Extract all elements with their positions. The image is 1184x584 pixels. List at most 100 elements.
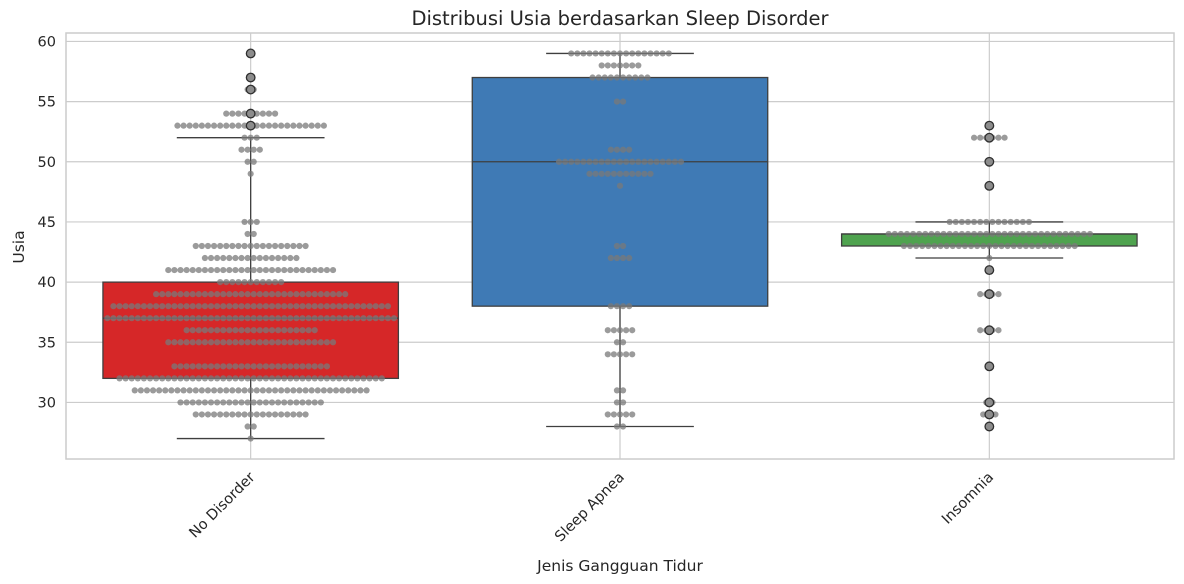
swarm-point bbox=[183, 266, 190, 274]
swarm-point bbox=[238, 303, 245, 310]
swarm-point bbox=[250, 158, 257, 165]
swarm-point bbox=[641, 158, 648, 165]
swarm-point bbox=[604, 170, 611, 177]
y-axis-label: Usia bbox=[10, 230, 28, 263]
swarm-point bbox=[342, 303, 349, 310]
x-tick-label: Sleep Apnea bbox=[552, 470, 628, 546]
swarm-point bbox=[201, 363, 209, 370]
swarm-point bbox=[293, 363, 300, 370]
swarm-point bbox=[284, 387, 291, 394]
swarm-point bbox=[275, 363, 282, 370]
y-tick-label: 50 bbox=[38, 155, 56, 171]
swarm-point bbox=[214, 315, 221, 322]
x-tick-labels: No Disorder Sleep Apnea Insomnia bbox=[187, 469, 998, 545]
swarm-point bbox=[183, 399, 190, 406]
swarm-point bbox=[329, 375, 337, 382]
swarm-point bbox=[192, 387, 199, 394]
swarm-point bbox=[122, 375, 129, 382]
swarm-point bbox=[250, 423, 257, 430]
y-tick-label: 55 bbox=[38, 95, 56, 111]
swarm-point bbox=[214, 303, 221, 310]
swarm-point bbox=[1071, 242, 1078, 250]
swarm-point bbox=[153, 375, 160, 382]
swarm-point bbox=[619, 254, 627, 262]
swarm-point bbox=[229, 110, 236, 117]
swarm-point bbox=[366, 375, 373, 382]
swarm-point bbox=[632, 74, 639, 81]
swarm-point bbox=[226, 315, 233, 322]
swarm-point bbox=[171, 266, 178, 274]
swarm-point bbox=[653, 158, 660, 165]
swarm-point bbox=[616, 327, 624, 334]
swarm-point bbox=[1074, 230, 1081, 238]
swarm-point bbox=[961, 242, 969, 250]
swarm-point bbox=[207, 339, 215, 346]
swarm-point bbox=[235, 411, 242, 418]
swarm-point bbox=[165, 303, 172, 310]
swarm-point bbox=[174, 122, 181, 129]
swarm-point bbox=[168, 387, 175, 394]
swarm-point bbox=[256, 399, 263, 406]
swarm-point bbox=[250, 291, 257, 298]
swarm-point bbox=[1031, 230, 1039, 238]
swarm-point bbox=[250, 339, 257, 346]
swarm-point bbox=[305, 327, 312, 334]
swarm-point bbox=[177, 339, 184, 346]
swarm-point bbox=[220, 303, 227, 310]
swarm-point bbox=[610, 158, 618, 165]
swarm-point bbox=[244, 327, 251, 334]
swarm-point bbox=[983, 218, 990, 226]
swarm-point bbox=[171, 339, 178, 346]
swarm-point bbox=[241, 279, 248, 286]
swarm-point bbox=[326, 387, 334, 394]
swarm-point bbox=[217, 242, 224, 250]
swarm-point bbox=[189, 339, 196, 346]
swarm-point bbox=[305, 363, 312, 370]
swarm-point bbox=[189, 291, 196, 298]
swarm-point bbox=[296, 387, 303, 394]
swarm-point bbox=[275, 339, 282, 346]
swarm-point bbox=[293, 339, 300, 346]
swarm-point bbox=[256, 291, 263, 298]
swarm-point bbox=[104, 315, 111, 322]
swarm-point bbox=[320, 387, 327, 394]
swarm-point bbox=[275, 375, 282, 382]
swarm-point bbox=[156, 387, 163, 394]
swarm-point bbox=[128, 375, 135, 382]
swarm-point bbox=[677, 158, 685, 165]
swarm-point bbox=[238, 315, 245, 322]
swarm-point bbox=[275, 399, 282, 406]
swarm-point bbox=[314, 122, 321, 129]
swarm-point bbox=[244, 363, 251, 370]
swarm-point bbox=[183, 375, 190, 382]
swarm-point bbox=[235, 110, 242, 117]
swarm-point bbox=[201, 303, 209, 310]
swarm-point bbox=[262, 303, 270, 310]
swarm-point bbox=[296, 242, 303, 250]
swarm-point bbox=[610, 327, 618, 334]
swarm-point bbox=[287, 254, 294, 262]
swarm-point bbox=[262, 399, 270, 406]
swarm-point bbox=[616, 158, 624, 165]
swarm-point bbox=[293, 291, 300, 298]
swarm-point bbox=[210, 387, 218, 394]
swarm-point bbox=[623, 411, 630, 418]
swarm-point bbox=[1068, 230, 1075, 238]
swarm-point bbox=[977, 291, 984, 298]
swarm-point bbox=[259, 387, 266, 394]
swarm-point bbox=[131, 387, 138, 394]
swarm-point bbox=[626, 146, 633, 153]
swarm-point bbox=[244, 303, 251, 310]
swarm-point bbox=[223, 279, 230, 286]
outlier-point bbox=[245, 72, 256, 83]
swarm-point bbox=[629, 351, 636, 358]
swarm-point bbox=[229, 122, 236, 129]
outlier-point bbox=[984, 325, 995, 336]
swarm-point bbox=[275, 327, 282, 334]
swarm-point bbox=[635, 158, 642, 165]
swarm-point bbox=[207, 303, 215, 310]
swarm-point bbox=[613, 339, 621, 346]
swarm-point bbox=[384, 303, 392, 310]
swarm-point bbox=[644, 74, 651, 81]
swarm-point bbox=[964, 230, 972, 238]
